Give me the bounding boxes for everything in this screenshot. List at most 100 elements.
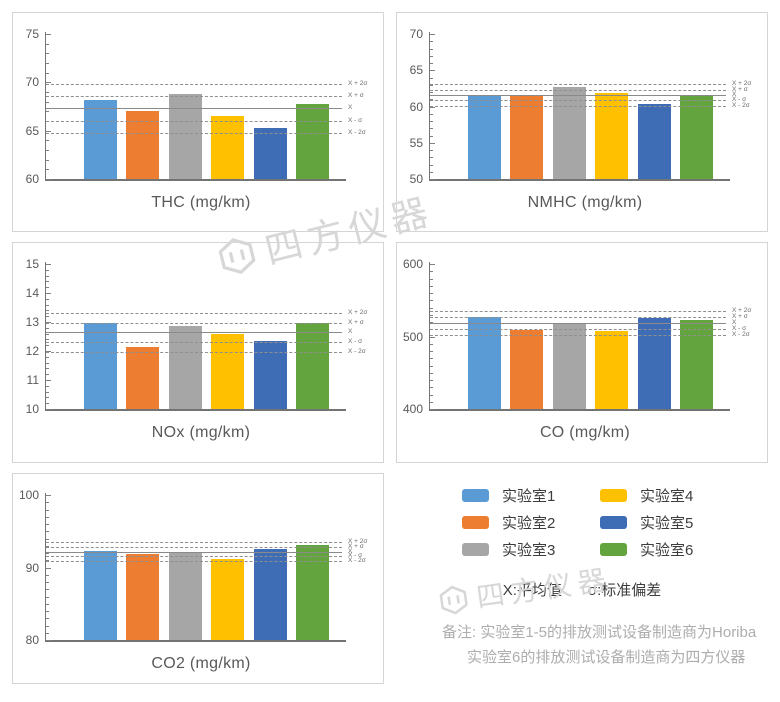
y-tick	[430, 387, 433, 389]
y-tick	[430, 322, 433, 323]
stat-line-label: X	[348, 547, 353, 555]
bar-lab1	[467, 94, 502, 179]
bar-lab1	[83, 99, 118, 179]
y-tick-label: 500	[402, 329, 423, 344]
bar-lab5	[253, 548, 287, 640]
stat-line-x+σ: X + σ	[46, 319, 364, 325]
bar-lab2	[510, 95, 544, 179]
legend-item-lab6: 实验室6	[600, 542, 738, 559]
y-tick-label: 15	[25, 257, 39, 271]
bar-lab5	[637, 103, 671, 179]
y-tick	[46, 316, 49, 318]
stat-line-x+σ: X + σ	[46, 543, 364, 549]
y-tick	[46, 524, 49, 525]
stat-line-x-2σ: X - 2σ	[430, 331, 750, 338]
stat-line-label: X - σ	[348, 338, 363, 346]
bar-lab6	[295, 323, 330, 409]
y-tick	[430, 48, 433, 50]
y-tick	[46, 516, 49, 518]
y-tick	[430, 113, 433, 115]
y-tick	[46, 538, 49, 540]
y-tick	[46, 269, 49, 271]
bar-lab6	[679, 94, 714, 179]
stat-line-x-σ: X - σ	[430, 96, 746, 103]
y-tick	[46, 374, 49, 376]
footnote: 备注: 实验室1-5的排放测试设备制造商为Horiba 实验室6的排放测试设备制…	[442, 620, 756, 670]
legend-item-lab4: 实验室4	[600, 488, 738, 505]
y-tick	[46, 43, 49, 45]
bar-lab6	[679, 319, 714, 409]
y-tick-label: 90	[25, 560, 39, 575]
y-tick	[46, 567, 51, 569]
y-tick	[430, 55, 433, 57]
bar-lab2	[126, 346, 160, 409]
y-tick	[46, 582, 49, 583]
stat-line-label: X	[348, 104, 353, 112]
y-tick-label: 75	[25, 27, 39, 41]
y-tick	[430, 179, 435, 180]
bar-lab4	[211, 333, 245, 409]
x-axis	[44, 178, 346, 181]
y-tick	[46, 509, 49, 511]
y-tick	[46, 327, 49, 329]
y-axis	[428, 262, 430, 409]
y-tick	[46, 275, 49, 277]
y-tick	[430, 336, 435, 338]
legend-swatch-lab2	[462, 516, 489, 529]
legend-label: 实验室1	[502, 488, 556, 505]
y-tick	[46, 391, 49, 393]
y-tick-label: 60	[409, 99, 423, 114]
y-tick	[430, 34, 435, 35]
y-tick	[430, 409, 435, 410]
y-tick	[46, 322, 51, 323]
stat-line-label: X - σ	[348, 116, 363, 124]
stat-line-label: X + σ	[348, 91, 364, 99]
legend-items: 实验室1 实验室2 实验室3 实验室4 实验室5 实验室6	[462, 488, 738, 570]
bar-lab3	[552, 323, 586, 409]
stat-line-x+2σ: X + 2σ	[46, 309, 367, 315]
stat-line-label: X	[732, 90, 737, 98]
y-tick-label: 60	[25, 172, 39, 186]
y-tick	[430, 121, 433, 122]
y-tick	[46, 560, 49, 562]
y-tick-label: 12	[25, 344, 39, 358]
legend-swatch-lab6	[600, 543, 627, 556]
y-tick	[46, 287, 49, 289]
y-tick	[46, 385, 49, 387]
y-tick	[46, 632, 49, 634]
y-tick	[46, 545, 49, 547]
stat-definitions: X:平均值 σ:标准偏差	[396, 579, 768, 600]
stat-line-label: X + 2σ	[732, 79, 752, 87]
y-tick	[46, 101, 49, 103]
y-tick	[46, 502, 49, 504]
y-tick	[46, 339, 49, 341]
y-tick	[46, 495, 51, 496]
stat-line-x+2σ: X + 2σ	[430, 307, 751, 313]
y-tick	[46, 345, 49, 347]
y-tick	[430, 271, 433, 273]
y-tick-label: 70	[25, 75, 39, 90]
stat-line-label: X + 2σ	[348, 308, 368, 316]
stat-line-label: X - 2σ	[732, 101, 750, 109]
y-tick	[46, 333, 49, 335]
bar-lab2	[126, 554, 160, 640]
y-tick	[46, 264, 51, 265]
y-tick	[46, 625, 49, 627]
y-tick	[46, 589, 49, 591]
y-tick	[430, 77, 433, 79]
stat-line-x+2σ: X + 2σ	[46, 80, 367, 86]
footnote-line-1: 备注: 实验室1-5的排放测试设备制造商为Horiba	[442, 624, 757, 641]
x-axis	[428, 178, 730, 181]
legend-label: 实验室4	[640, 488, 694, 505]
y-tick	[430, 372, 433, 374]
legend-area: 实验室1 实验室2 实验室3 实验室4 实验室5 实验室6 X:平均值 σ:标准偏差 备…	[396, 473, 768, 684]
stat-line-x-2σ: X - 2σ	[46, 557, 366, 563]
stat-line-label: X	[732, 318, 737, 326]
bar-lab6	[295, 545, 330, 640]
legend-item-lab3: 实验室3	[462, 542, 600, 559]
y-tick-label: 11	[26, 373, 39, 387]
x-axis	[44, 639, 346, 642]
stat-line-x-2σ: X - 2σ	[46, 129, 366, 135]
legend-swatch-lab3	[462, 543, 489, 556]
y-tick	[430, 343, 433, 345]
